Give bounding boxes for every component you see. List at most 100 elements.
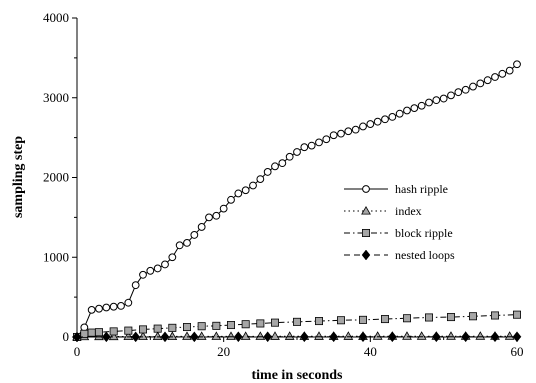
- data-point: [197, 223, 206, 231]
- data-point: [87, 305, 96, 314]
- data-point: [461, 85, 470, 94]
- data-point: [72, 331, 82, 343]
- data-point: [270, 318, 279, 327]
- data-point: [146, 266, 155, 275]
- data-point: [271, 162, 279, 171]
- data-point: [307, 141, 316, 150]
- data-point: [491, 73, 499, 81]
- x-tick-label: 0: [74, 344, 81, 359]
- x-tick-label: 20: [217, 344, 230, 359]
- data-point: [498, 69, 507, 78]
- data-point: [196, 331, 207, 340]
- data-point: [168, 323, 177, 332]
- data-point: [95, 304, 103, 313]
- x-tick-label: 60: [511, 344, 524, 359]
- data-point: [359, 122, 367, 131]
- data-point: [205, 213, 213, 222]
- y-tick-label: 2000: [43, 170, 69, 185]
- data-point: [284, 331, 295, 340]
- series-block-ripple: [73, 310, 522, 341]
- data-point: [388, 112, 397, 121]
- data-point: [95, 328, 104, 337]
- data-point: [138, 331, 148, 340]
- data-point: [183, 238, 191, 247]
- data-point: [109, 327, 118, 336]
- data-point: [315, 138, 323, 147]
- data-point: [329, 131, 338, 140]
- data-point: [439, 94, 448, 103]
- data-point: [102, 331, 111, 343]
- data-point: [432, 96, 441, 105]
- data-point: [190, 231, 199, 239]
- data-point: [468, 312, 477, 321]
- data-point: [182, 331, 192, 340]
- data-point: [490, 331, 500, 343]
- data-point: [351, 125, 360, 134]
- data-point: [270, 331, 280, 340]
- data-point: [256, 175, 265, 183]
- data-point: [372, 331, 383, 340]
- data-point: [366, 120, 375, 128]
- data-point: [241, 186, 250, 195]
- data-point: [124, 298, 133, 307]
- data-point: [344, 127, 353, 136]
- data-point: [417, 101, 426, 110]
- data-point: [395, 109, 404, 118]
- data-point: [402, 314, 411, 323]
- data-point: [454, 88, 463, 97]
- data-point: [167, 331, 178, 340]
- data-point: [234, 189, 243, 198]
- legend-item: hash ripple: [344, 182, 448, 196]
- data-point: [182, 323, 191, 332]
- data-point: [293, 148, 301, 156]
- data-point: [505, 66, 514, 75]
- data-point: [314, 331, 324, 340]
- data-point: [432, 331, 441, 343]
- data-point: [292, 317, 301, 326]
- y-tick-label: 3000: [43, 90, 69, 105]
- series-layer: [72, 60, 522, 343]
- legend-label: block ripple: [395, 226, 453, 240]
- data-point: [124, 326, 133, 335]
- data-point: [138, 325, 147, 334]
- data-point: [483, 76, 492, 85]
- data-point: [212, 211, 221, 220]
- data-point: [234, 331, 243, 343]
- legend-label: hash ripple: [395, 182, 448, 196]
- data-point: [461, 331, 470, 343]
- legend-marker: [361, 228, 370, 237]
- data-point: [190, 331, 199, 343]
- data-point: [381, 115, 389, 124]
- data-point: [300, 143, 309, 152]
- data-point: [513, 60, 521, 69]
- series-nested-loops: [72, 331, 522, 343]
- data-point: [87, 328, 96, 337]
- y-tick-label: 4000: [43, 10, 69, 25]
- data-point: [168, 253, 177, 262]
- y-tick-label: 0: [63, 329, 70, 344]
- data-point: [512, 331, 522, 343]
- x-axis-title: time in seconds: [252, 368, 344, 383]
- data-point: [476, 79, 485, 88]
- data-point: [263, 331, 272, 343]
- data-point: [197, 322, 206, 331]
- legend-item: index: [344, 204, 422, 218]
- data-point: [416, 331, 427, 340]
- data-point: [504, 331, 515, 340]
- data-point: [131, 331, 140, 343]
- data-point: [117, 301, 125, 310]
- data-point: [240, 331, 251, 340]
- data-point: [343, 331, 354, 340]
- data-point: [241, 320, 250, 329]
- data-point: [285, 152, 294, 161]
- data-point: [329, 331, 338, 343]
- data-point: [152, 331, 163, 340]
- data-point: [263, 168, 272, 176]
- data-point: [425, 98, 433, 107]
- data-point: [373, 117, 382, 126]
- data-point: [403, 106, 411, 115]
- data-point: [475, 331, 486, 340]
- data-point: [212, 321, 221, 330]
- data-point: [226, 321, 235, 330]
